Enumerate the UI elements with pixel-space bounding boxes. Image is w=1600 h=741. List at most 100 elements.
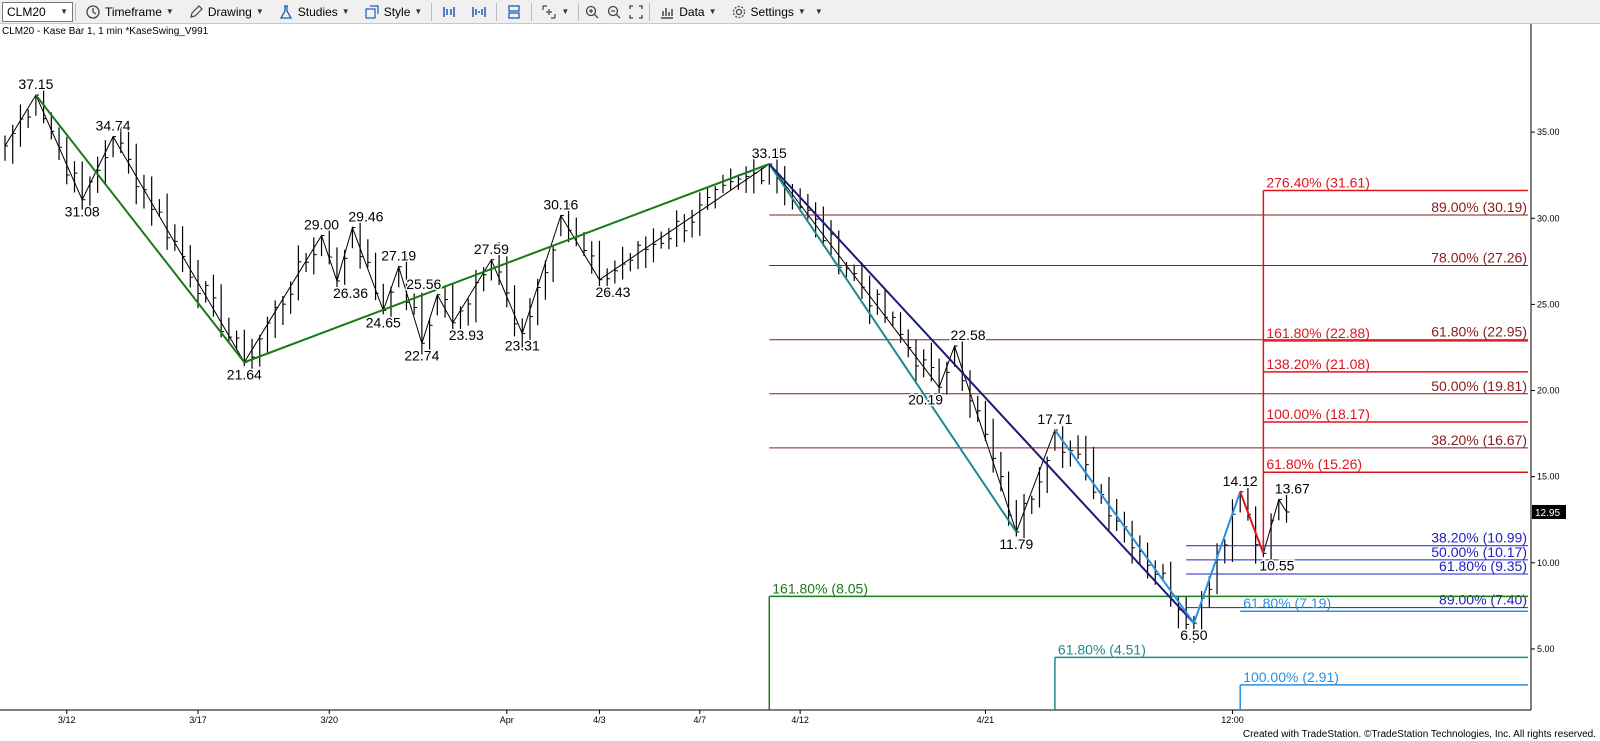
copyright-notice: Created with TradeStation. ©TradeStation… <box>1238 729 1596 740</box>
data-label: Data <box>679 4 705 19</box>
x-tick-label: Apr <box>500 715 514 725</box>
chevron-down-icon: ▼ <box>561 7 570 16</box>
fib-level-label: 78.00% (27.26) <box>1431 249 1527 265</box>
zoom-in-button[interactable] <box>581 0 603 24</box>
x-tick-label: 4/21 <box>977 715 995 725</box>
x-tick-label: 3/17 <box>189 715 207 725</box>
swing-point-label: 17.71 <box>1037 411 1072 427</box>
style-button[interactable]: Style ▼ <box>357 0 430 24</box>
swing-point-label: 29.00 <box>304 216 339 232</box>
crosshair-icon <box>541 4 557 20</box>
clock-icon <box>85 4 101 20</box>
fib-level-label: 61.80% (22.95) <box>1431 324 1527 340</box>
chart-area[interactable]: 5.00 10.00 15.00 20.00 25.00 30.00 35.00 3/12 3/… <box>0 24 1600 741</box>
swing-point-label: 11.79 <box>999 536 1033 552</box>
x-tick-label: 3/20 <box>320 715 338 725</box>
swing-point-label: 26.36 <box>333 285 368 301</box>
toolbar-divider <box>649 2 651 21</box>
style-icon <box>364 4 380 20</box>
data-button[interactable]: Data ▼ <box>652 0 723 24</box>
symbol-text: CLM20 <box>7 4 46 19</box>
settings-label: Settings <box>750 4 794 19</box>
chevron-down-icon: ▼ <box>708 7 717 16</box>
swing-point-label: 21.64 <box>227 366 262 382</box>
cursor-mode-button[interactable]: ▼ <box>534 0 576 24</box>
fit-screen-icon <box>628 4 644 20</box>
fib-level-label: 100.00% (18.17) <box>1266 406 1370 422</box>
toolbar-divider <box>431 2 433 21</box>
fib-level-label: 61.80% (15.26) <box>1266 456 1362 472</box>
x-tick-label: 3/12 <box>58 715 76 725</box>
fib-level-label: 61.80% (4.51) <box>1058 641 1146 657</box>
gear-icon <box>731 4 747 20</box>
fib-level-label: 161.80% (8.05) <box>772 580 868 596</box>
y-tick-label: 25.00 <box>1537 299 1560 309</box>
swing-trend-line <box>35 94 246 363</box>
data-chart-icon <box>659 4 675 20</box>
y-tick-label: 15.00 <box>1537 472 1560 482</box>
toolbar-divider <box>75 2 76 21</box>
chevron-down-icon: ▼ <box>414 7 423 16</box>
x-tick-label: 4/7 <box>694 715 707 725</box>
zoom-out-button[interactable] <box>603 0 625 24</box>
settings-button[interactable]: Settings ▼ <box>724 0 813 24</box>
chevron-down-icon: ▼ <box>814 7 823 16</box>
last-price-label: 12.95 <box>1535 508 1560 519</box>
flask-icon <box>278 4 294 20</box>
fib-level-label: 138.20% (21.08) <box>1266 356 1370 372</box>
swing-trend-line <box>1054 429 1195 624</box>
timeframe-button[interactable]: Timeframe ▼ <box>78 0 181 24</box>
bar-spacing-icon <box>441 4 457 20</box>
chart-title: CLM20 - Kase Bar 1, 1 min *KaseSwing_V99… <box>2 26 209 37</box>
swing-point-label: 25.56 <box>406 276 441 292</box>
fib-level-label: 38.20% (16.67) <box>1431 432 1527 448</box>
swing-point-label: 24.65 <box>366 314 401 330</box>
swing-point-label: 23.31 <box>505 338 540 354</box>
fit-button[interactable] <box>625 0 647 24</box>
swing-point-label: 22.58 <box>951 327 986 343</box>
swing-trend-line <box>243 163 770 364</box>
swing-point-label: 27.59 <box>474 241 509 257</box>
swing-trend-line <box>768 163 1018 533</box>
x-tick-label: 4/12 <box>791 715 809 725</box>
drawing-button[interactable]: Drawing ▼ <box>181 0 271 24</box>
fib-level-label: 276.40% (31.61) <box>1266 175 1370 191</box>
swing-point-label: 10.55 <box>1259 557 1294 573</box>
swing-point-label: 6.50 <box>1180 627 1207 643</box>
panes-button[interactable] <box>499 0 529 24</box>
swing-point-label: 20.19 <box>908 391 943 407</box>
price-chart[interactable]: 5.00 10.00 15.00 20.00 25.00 30.00 35.00 3/12 3/… <box>0 24 1600 741</box>
timeframe-label: Timeframe <box>105 4 162 19</box>
swing-point-label: 13.67 <box>1275 481 1310 497</box>
x-tick-label: 12:00 <box>1221 715 1244 725</box>
studies-label: Studies <box>297 4 338 19</box>
swing-point-label: 31.08 <box>65 204 100 220</box>
studies-button[interactable]: Studies ▼ <box>271 0 357 24</box>
fib-level-label: 89.00% (30.19) <box>1431 199 1527 215</box>
bar-compress-button[interactable] <box>464 0 494 24</box>
chevron-down-icon: ▼ <box>255 7 264 16</box>
x-tick-label: 4/3 <box>593 715 606 725</box>
swing-point-label: 34.74 <box>96 118 131 134</box>
bar-spacing-button[interactable] <box>434 0 464 24</box>
fib-level-label: 61.80% (9.35) <box>1439 558 1527 574</box>
swing-point-label: 22.74 <box>404 347 439 363</box>
y-tick-label: 20.00 <box>1537 386 1560 396</box>
symbol-selector[interactable]: CLM20 ▼ <box>2 1 73 22</box>
swing-zigzag-line <box>4 94 1287 625</box>
last-price-box <box>1532 504 1566 519</box>
swing-point-label: 26.43 <box>595 284 630 300</box>
pencil-icon <box>188 4 204 20</box>
fib-level-label: 50.00% (19.81) <box>1431 378 1527 394</box>
chevron-down-icon: ▼ <box>341 7 350 16</box>
fib-level-label: 38.20% (10.99) <box>1431 530 1527 546</box>
y-tick-label: 30.00 <box>1537 213 1560 223</box>
chevron-down-icon: ▼ <box>797 7 806 16</box>
swing-trend-line <box>1239 491 1265 554</box>
more-button[interactable]: ▼ <box>813 0 825 24</box>
swing-point-label: 14.12 <box>1223 473 1258 489</box>
fib-level-label: 161.80% (22.88) <box>1266 325 1370 341</box>
swing-point-label: 30.16 <box>543 197 578 213</box>
chevron-down-icon: ▼ <box>165 7 174 16</box>
fib-level-label: 100.00% (2.91) <box>1243 669 1339 685</box>
